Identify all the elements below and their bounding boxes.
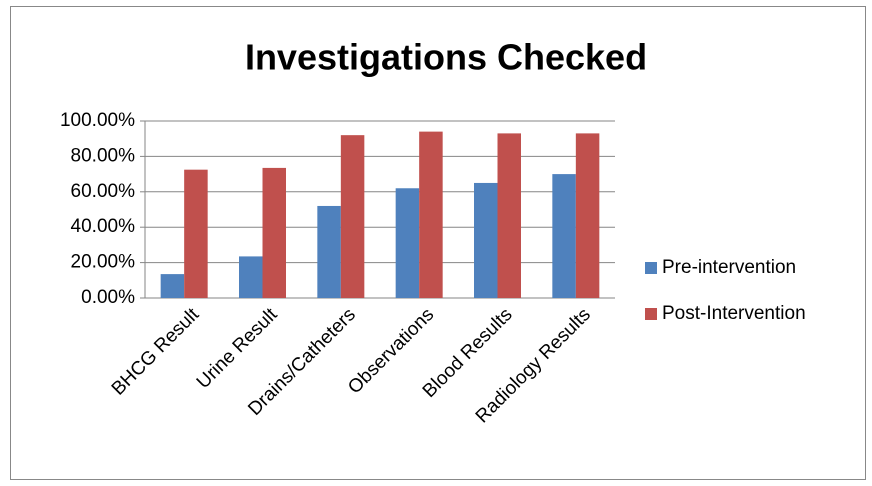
y-tick-label: 60.00% xyxy=(71,181,136,202)
bar xyxy=(317,205,341,298)
bar xyxy=(497,133,521,298)
y-tick-label: 40.00% xyxy=(71,216,136,237)
bar xyxy=(552,174,576,298)
y-tick-label: 80.00% xyxy=(71,145,136,166)
bar xyxy=(419,131,443,298)
legend-label: Post-Intervention xyxy=(662,303,806,324)
bar xyxy=(575,133,600,298)
bar xyxy=(239,256,263,298)
bar xyxy=(395,188,420,298)
bar xyxy=(474,182,498,298)
bar xyxy=(340,135,365,298)
y-tick-label: 100.00% xyxy=(60,110,135,131)
legend-swatch xyxy=(645,262,657,274)
chart-title: Investigations Checked xyxy=(245,37,647,78)
legend-swatch xyxy=(645,308,657,320)
y-tick-label: 20.00% xyxy=(71,252,136,273)
bar xyxy=(184,169,208,298)
bar xyxy=(160,274,185,298)
legend-label: Pre-intervention xyxy=(662,257,796,278)
y-tick-label: 0.00% xyxy=(81,287,135,308)
bar xyxy=(262,167,286,298)
